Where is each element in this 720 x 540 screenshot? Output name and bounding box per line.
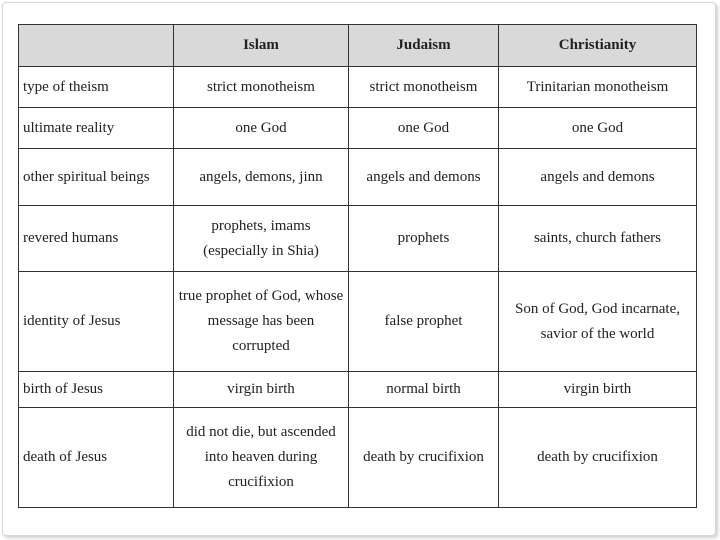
table-cell: angels and demons (348, 148, 499, 206)
header-corner-cell (18, 24, 174, 67)
table-cell: Son of God, God incarnate, savior of the… (498, 271, 697, 372)
religion-comparison-table: Islam Judaism Christianity type of theis… (18, 24, 697, 508)
row-label: death of Jesus (18, 407, 174, 508)
row-label: other spiritual beings (18, 148, 174, 206)
table-row: birth of Jesus virgin birth normal birth… (18, 371, 697, 408)
header-judaism: Judaism (348, 24, 499, 67)
table-cell: virgin birth (173, 371, 349, 408)
header-christianity: Christianity (498, 24, 697, 67)
table-row: other spiritual beings angels, demons, j… (18, 148, 697, 206)
table-cell: death by crucifixion (348, 407, 499, 508)
table-row: death of Jesus did not die, but ascended… (18, 407, 697, 508)
table-row: identity of Jesus true prophet of God, w… (18, 271, 697, 372)
table-cell: prophets (348, 205, 499, 272)
table-cell: strict monotheism (173, 66, 349, 108)
table-cell: Trinitarian monotheism (498, 66, 697, 108)
table-cell: one God (348, 107, 499, 149)
table-cell: false prophet (348, 271, 499, 372)
header-row: Islam Judaism Christianity (18, 24, 697, 67)
row-label: ultimate reality (18, 107, 174, 149)
header-islam: Islam (173, 24, 349, 67)
table-cell: strict monotheism (348, 66, 499, 108)
table-row: revered humans prophets, imams (especial… (18, 205, 697, 272)
row-label: identity of Jesus (18, 271, 174, 372)
table-cell: one God (498, 107, 697, 149)
table-cell: angels, demons, jinn (173, 148, 349, 206)
table-cell: saints, church fathers (498, 205, 697, 272)
table-cell: did not die, but ascended into heaven du… (173, 407, 349, 508)
table-cell: death by crucifixion (498, 407, 697, 508)
table-cell: angels and demons (498, 148, 697, 206)
table-row: type of theism strict monotheism strict … (18, 66, 697, 108)
table-row: ultimate reality one God one God one God (18, 107, 697, 149)
table-cell: prophets, imams (especially in Shia) (173, 205, 349, 272)
table-cell: virgin birth (498, 371, 697, 408)
row-label: type of theism (18, 66, 174, 108)
table-cell: true prophet of God, whose message has b… (173, 271, 349, 372)
row-label: birth of Jesus (18, 371, 174, 408)
table-cell: normal birth (348, 371, 499, 408)
table-cell: one God (173, 107, 349, 149)
row-label: revered humans (18, 205, 174, 272)
